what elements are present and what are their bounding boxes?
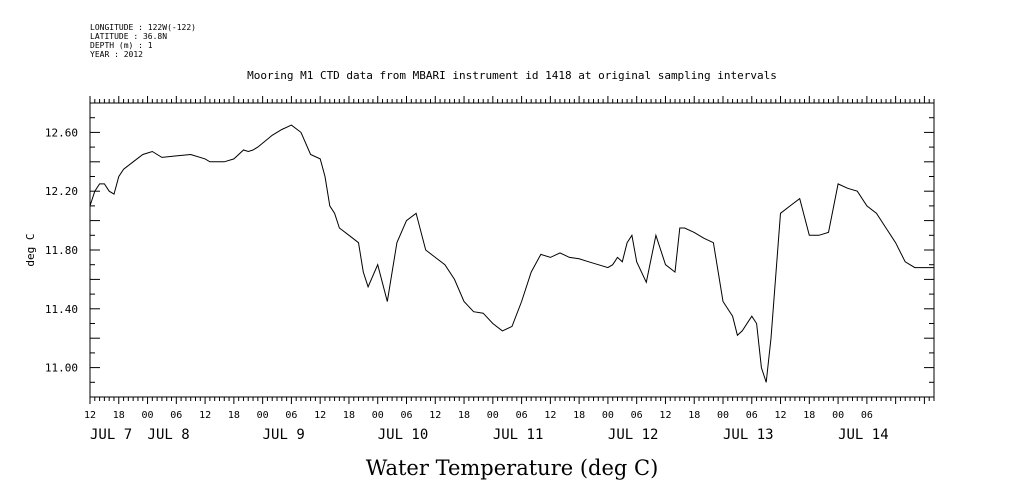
x-axis-hour-labels: 12 18 00 06 12 18 00 06 12 18 00 06 12 18 00 06 12 18 00 06… (84, 410, 873, 421)
x-hour-tick-label: 06 (285, 410, 297, 421)
x-hour-tick-label: 12 (84, 410, 96, 421)
x-hour-tick-label: 18 (688, 410, 700, 421)
x-hour-tick-label: 18 (343, 410, 355, 421)
x-hour-tick-label: 00 (257, 410, 269, 421)
x-hour-tick-label: 18 (458, 410, 470, 421)
x-axis-day-labels: JUL 7 JUL 8 JUL 9 JUL 10 JUL 11 JUL 12 JUL 13 J… (90, 427, 889, 443)
x-hour-tick-label: 00 (372, 410, 384, 421)
y-axis-label: deg C (24, 233, 37, 266)
x-hour-tick-label: 06 (631, 410, 643, 421)
chart-title: Mooring M1 CTD data from MBARI instrumen… (247, 69, 777, 82)
metadata-block: LONGITUDE : 122W(-122) LATITUDE : 36.8N … (90, 23, 196, 59)
x-day-label: JUL 7 (90, 427, 132, 443)
x-hour-tick-label: 06 (746, 410, 758, 421)
x-hour-tick-label: 18 (228, 410, 240, 421)
x-hour-tick-label: 06 (400, 410, 412, 421)
x-hour-tick-label: 00 (142, 410, 154, 421)
y-tick-label: 12.60 (45, 126, 78, 139)
x-day-label: JUL 10 (378, 427, 429, 443)
plot-frame (89, 102, 935, 398)
x-hour-tick-label: 00 (832, 410, 844, 421)
x-hour-tick-label: 00 (717, 410, 729, 421)
y-tick-label: 11.80 (45, 244, 78, 257)
temperature-series-line (89, 124, 934, 383)
x-hour-tick-label: 12 (659, 410, 671, 421)
y-tick-label: 11.00 (45, 362, 78, 375)
x-day-label: JUL 11 (493, 427, 544, 443)
hour-tick-marks (89, 96, 935, 404)
x-hour-tick-label: 18 (803, 410, 815, 421)
x-hour-tick-label: 12 (314, 410, 326, 421)
x-hour-tick-label: 12 (775, 410, 787, 421)
x-hour-tick-label: 00 (602, 410, 614, 421)
x-day-label: JUL 12 (608, 427, 659, 443)
x-day-label: JUL 9 (263, 427, 305, 443)
x-hour-tick-label: 18 (113, 410, 125, 421)
x-hour-tick-label: 18 (573, 410, 585, 421)
x-hour-tick-label: 12 (199, 410, 211, 421)
x-day-label: JUL 13 (723, 427, 774, 443)
meta-depth: DEPTH (m) : 1 (90, 41, 153, 50)
y-tick-label: 12.20 (45, 185, 78, 198)
x-hour-tick-label: 06 (861, 410, 873, 421)
x-hour-tick-label: 12 (544, 410, 556, 421)
meta-year: YEAR : 2012 (90, 50, 143, 59)
x-day-label: JUL 14 (838, 427, 889, 443)
x-hour-tick-label: 00 (487, 410, 499, 421)
y-tick-label: 11.40 (45, 303, 78, 316)
x-axis-label: Water Temperature (deg C) (366, 456, 659, 480)
x-hour-tick-label: 12 (429, 410, 441, 421)
x-day-label: JUL 8 (148, 427, 190, 443)
meta-latitude: LATITUDE : 36.8N (90, 32, 167, 41)
x-hour-tick-label: 06 (170, 410, 182, 421)
meta-longitude: LONGITUDE : 122W(-122) (90, 23, 196, 32)
y-axis-ticks: 11.00 11.40 11.80 12.20 12.60 (45, 102, 934, 398)
x-hour-tick-label: 06 (516, 410, 528, 421)
